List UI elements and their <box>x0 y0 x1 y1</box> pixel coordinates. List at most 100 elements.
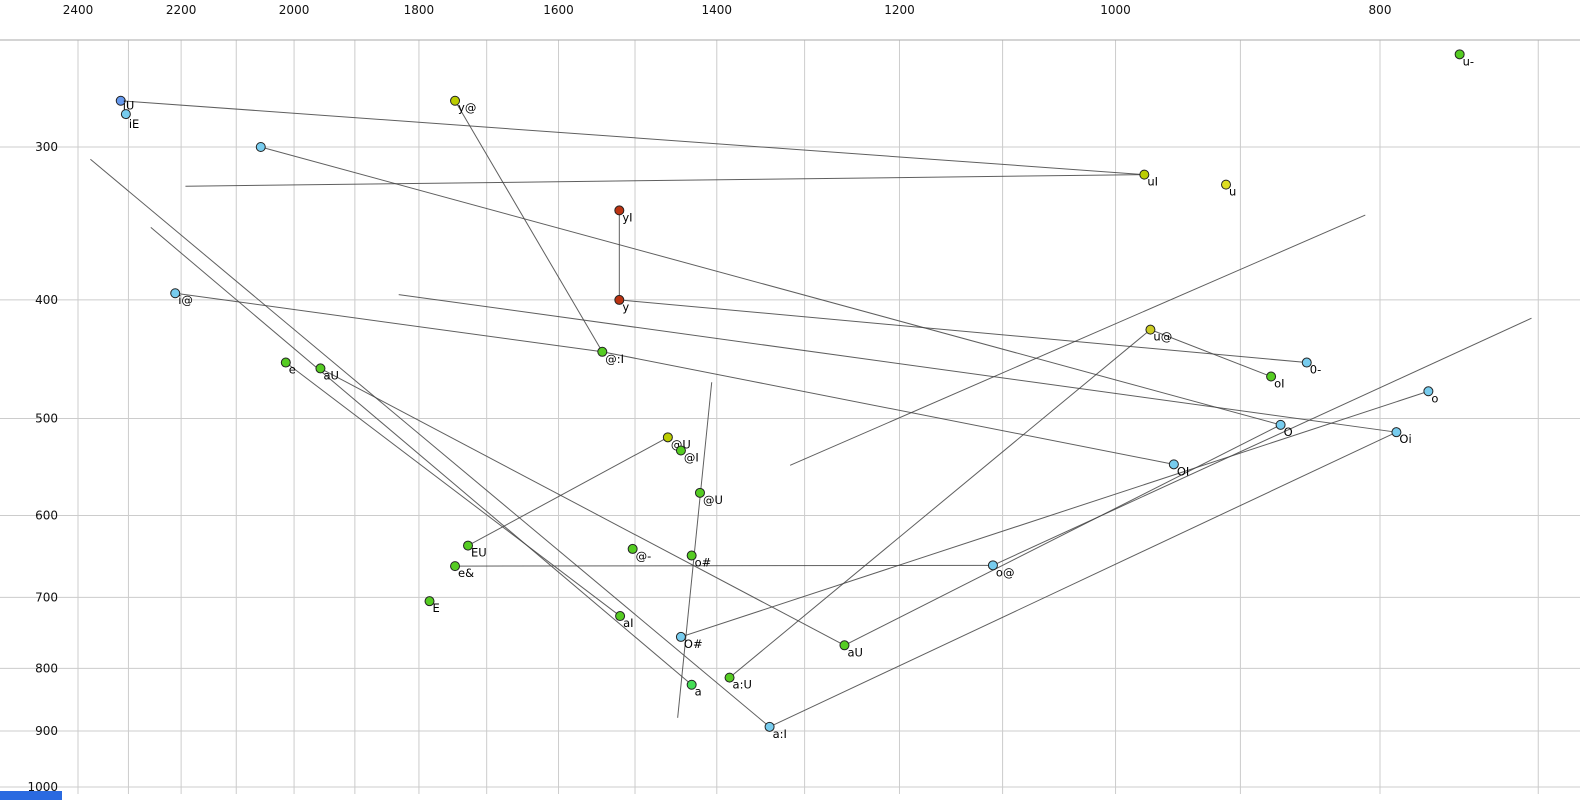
data-point[interactable] <box>694 487 705 498</box>
data-point[interactable] <box>614 294 625 305</box>
data-point[interactable] <box>597 346 608 357</box>
point-label: O <box>1284 425 1293 439</box>
trajectory-line <box>1150 329 1272 377</box>
data-point[interactable] <box>1301 357 1312 368</box>
x-tick-label: 1000 <box>1100 3 1131 17</box>
y-tick-label: 500 <box>35 412 58 426</box>
point-label: E <box>433 601 440 615</box>
data-point[interactable] <box>614 205 625 216</box>
point-label: @- <box>636 549 652 563</box>
trajectory-line <box>789 214 1366 466</box>
data-point[interactable] <box>724 672 735 683</box>
y-tick-label: 400 <box>35 293 58 307</box>
trajectory-line <box>619 299 1307 364</box>
point-label: o# <box>695 556 712 570</box>
point-label: @:I <box>605 352 624 366</box>
trajectory-line <box>285 362 621 617</box>
data-point[interactable] <box>450 561 461 572</box>
data-point[interactable] <box>1423 386 1434 397</box>
data-point[interactable] <box>170 288 181 299</box>
trajectory-line <box>260 146 1281 426</box>
trajectory-line <box>677 382 713 718</box>
data-point[interactable] <box>1454 49 1465 60</box>
x-tick-label: 2000 <box>279 3 310 17</box>
data-point[interactable] <box>280 357 291 368</box>
data-point[interactable] <box>662 432 673 443</box>
point-label: OI <box>1177 464 1189 478</box>
data-point[interactable] <box>686 679 697 690</box>
data-point[interactable] <box>255 142 266 152</box>
trajectory-line <box>680 390 1429 638</box>
point-label: O# <box>684 637 703 651</box>
trajectory-line <box>398 294 1397 433</box>
point-label: o@ <box>996 565 1015 579</box>
point-label: aU <box>847 645 862 659</box>
data-point[interactable] <box>987 560 998 571</box>
data-point[interactable] <box>1391 427 1402 438</box>
x-tick-label: 800 <box>1369 3 1392 17</box>
point-label: a:I <box>773 727 787 741</box>
data-point[interactable] <box>764 721 775 732</box>
y-tick-label: 1000 <box>27 780 58 794</box>
trajectory-line <box>454 100 603 353</box>
data-point[interactable] <box>615 611 626 622</box>
data-point[interactable] <box>675 445 686 456</box>
data-point[interactable] <box>120 109 131 120</box>
point-label: e& <box>458 566 474 580</box>
data-point[interactable] <box>1168 459 1179 470</box>
trajectory-line <box>90 158 770 728</box>
trajectory-line <box>729 329 1151 678</box>
point-label: @U <box>671 437 691 451</box>
data-point[interactable] <box>1266 371 1277 382</box>
data-point[interactable] <box>627 543 638 554</box>
point-label: u <box>1229 185 1236 199</box>
data-point[interactable] <box>686 550 697 561</box>
trajectory-line <box>602 351 1174 465</box>
point-label: oI <box>1274 377 1284 391</box>
point-label: 0- <box>1310 363 1321 377</box>
trajectory-line <box>844 424 1281 646</box>
trajectory-line <box>175 292 603 353</box>
data-point[interactable] <box>1139 169 1150 180</box>
point-label: aI <box>623 616 633 630</box>
point-label: uI <box>1147 175 1158 189</box>
trajectory-line <box>320 367 845 646</box>
y-tick-label: 300 <box>35 140 58 154</box>
x-tick-label: 2400 <box>63 3 94 17</box>
data-point[interactable] <box>1275 419 1286 430</box>
data-point[interactable] <box>424 596 435 607</box>
data-point[interactable] <box>463 540 474 551</box>
point-label: yI <box>622 210 632 224</box>
trajectory-line <box>455 564 993 567</box>
point-label: e <box>289 363 296 377</box>
data-point[interactable] <box>315 363 326 374</box>
point-label: EU <box>471 546 487 560</box>
y-tick-label: 800 <box>35 661 58 675</box>
trajectory-line <box>769 431 1397 728</box>
x-tick-label: 1200 <box>884 3 915 17</box>
trajectory-line <box>467 436 669 547</box>
point-label: iU <box>123 99 135 113</box>
data-point[interactable] <box>1145 324 1156 335</box>
trajectory-line <box>150 227 692 686</box>
data-point[interactable] <box>450 95 461 106</box>
data-point[interactable] <box>675 631 686 642</box>
point-label: y@ <box>458 101 476 115</box>
y-tick-label: 700 <box>35 590 58 604</box>
point-label: u@ <box>1153 330 1172 344</box>
data-point[interactable] <box>1221 179 1232 190</box>
point-label: i@ <box>178 293 193 307</box>
point-label: a:U <box>733 678 752 692</box>
point-label: a <box>695 685 702 699</box>
x-tick-label: 1800 <box>404 3 435 17</box>
x-tick-label: 2200 <box>166 3 197 17</box>
data-point[interactable] <box>839 640 850 651</box>
x-tick-label: 1400 <box>702 3 733 17</box>
data-point[interactable] <box>115 95 126 106</box>
point-label: u- <box>1463 54 1474 68</box>
point-label: aU <box>323 368 338 382</box>
point-label: Oi <box>1399 432 1411 446</box>
trajectory-line <box>120 100 1145 176</box>
